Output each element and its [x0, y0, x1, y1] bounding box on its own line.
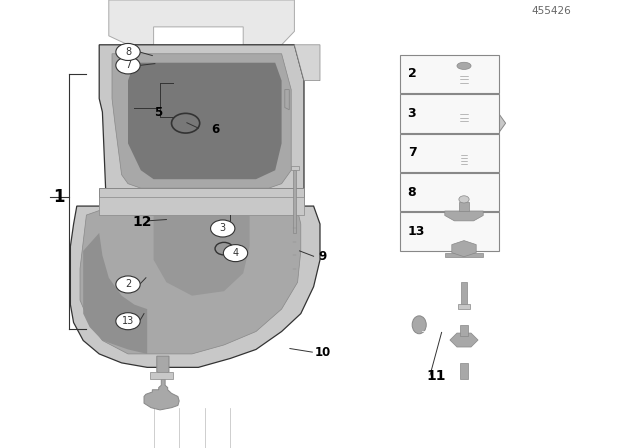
- Circle shape: [116, 313, 140, 330]
- Polygon shape: [460, 363, 468, 379]
- FancyBboxPatch shape: [400, 55, 499, 93]
- Text: 6: 6: [211, 122, 220, 136]
- Polygon shape: [112, 54, 291, 188]
- Polygon shape: [109, 0, 294, 45]
- Polygon shape: [83, 233, 147, 354]
- Text: 7: 7: [125, 60, 131, 70]
- Circle shape: [459, 196, 469, 203]
- Circle shape: [211, 220, 235, 237]
- Text: 455426: 455426: [532, 6, 572, 16]
- Polygon shape: [461, 282, 467, 304]
- Text: 7: 7: [408, 146, 417, 159]
- Polygon shape: [291, 166, 299, 170]
- Polygon shape: [458, 304, 470, 309]
- Ellipse shape: [412, 316, 426, 334]
- Text: 8: 8: [125, 47, 131, 57]
- Circle shape: [116, 43, 140, 60]
- Polygon shape: [99, 45, 304, 202]
- Polygon shape: [150, 372, 173, 379]
- Text: 3: 3: [220, 224, 226, 233]
- Text: 3: 3: [408, 107, 416, 120]
- Polygon shape: [285, 90, 289, 110]
- FancyBboxPatch shape: [400, 94, 499, 133]
- Polygon shape: [128, 63, 282, 179]
- FancyBboxPatch shape: [400, 212, 499, 251]
- Polygon shape: [144, 356, 179, 410]
- Polygon shape: [99, 188, 304, 206]
- Text: 5: 5: [154, 105, 162, 119]
- Text: 8: 8: [408, 185, 416, 199]
- Circle shape: [223, 245, 248, 262]
- FancyBboxPatch shape: [400, 173, 499, 211]
- Polygon shape: [445, 211, 483, 221]
- Polygon shape: [445, 253, 483, 257]
- Polygon shape: [70, 206, 320, 367]
- Text: 12: 12: [132, 215, 152, 229]
- Polygon shape: [293, 170, 296, 233]
- Text: 2: 2: [408, 67, 417, 81]
- Polygon shape: [419, 110, 506, 137]
- Polygon shape: [154, 215, 250, 296]
- Polygon shape: [294, 45, 320, 81]
- Text: 11: 11: [427, 369, 446, 383]
- Polygon shape: [80, 211, 301, 354]
- Text: 4: 4: [232, 248, 239, 258]
- Text: 13: 13: [408, 225, 425, 238]
- Text: 9: 9: [319, 250, 327, 263]
- Text: 10: 10: [315, 346, 331, 359]
- Circle shape: [116, 276, 140, 293]
- Polygon shape: [99, 197, 304, 215]
- FancyBboxPatch shape: [400, 134, 499, 172]
- Polygon shape: [450, 333, 478, 347]
- Text: 2: 2: [125, 280, 131, 289]
- Polygon shape: [460, 325, 468, 336]
- Polygon shape: [459, 202, 469, 211]
- Polygon shape: [452, 241, 476, 257]
- Ellipse shape: [457, 62, 471, 69]
- Circle shape: [116, 57, 140, 74]
- Text: 13: 13: [122, 316, 134, 326]
- Text: 1: 1: [53, 188, 65, 206]
